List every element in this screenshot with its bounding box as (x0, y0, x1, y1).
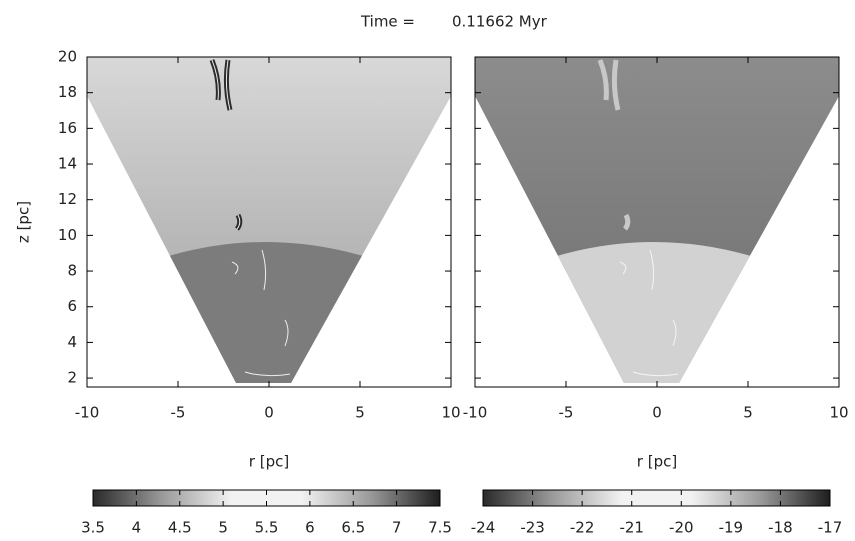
colorbar-tick-label: -23 (520, 519, 545, 537)
colorbar-tick-label: -18 (768, 519, 793, 537)
colorbar-tick-label: -17 (818, 519, 843, 537)
density-image (87, 57, 451, 383)
time-value: 0.11662 Myr (452, 13, 548, 31)
colorbar-tick-label: 7.5 (428, 519, 452, 537)
x-axis-label: r [pc] (249, 453, 289, 471)
colorbar-tick-label: 5 (218, 519, 228, 537)
x-tick-label: 0 (264, 404, 274, 422)
y-tick-label: 2 (67, 369, 77, 387)
colorbar-tick-label: 4 (132, 519, 142, 537)
x-tick-label: 5 (355, 404, 365, 422)
colorbar-tick-label: 6.5 (341, 519, 365, 537)
colorbar-tick-label: 6 (305, 519, 315, 537)
title: Time = (360, 13, 415, 31)
y-tick-label: 20 (58, 48, 77, 66)
colorbar (482, 489, 831, 507)
colorbar-tick-label: 3.5 (81, 519, 105, 537)
x-tick-label: 5 (743, 404, 753, 422)
y-tick-label: 4 (67, 333, 77, 351)
potential-image (475, 57, 839, 383)
colorbar-tick-label: 5.5 (255, 519, 279, 537)
y-axis-label: z [pc] (15, 201, 33, 243)
y-tick-label: 16 (58, 119, 77, 137)
x-tick-label: -10 (75, 404, 100, 422)
colorbar-tick-label: 4.5 (168, 519, 192, 537)
y-tick-label: 14 (58, 155, 77, 173)
colorbar-tick-label: -20 (669, 519, 694, 537)
x-tick-label: -5 (171, 404, 186, 422)
y-tick-label: 6 (67, 297, 77, 315)
colorbar-tick-label: -19 (719, 519, 744, 537)
y-tick-label: 10 (58, 226, 77, 244)
colorbar-tick-label: 7 (392, 519, 402, 537)
x-tick-label: -10 (463, 404, 488, 422)
colorbar-tick-label: -22 (570, 519, 595, 537)
x-tick-label: 0 (652, 404, 662, 422)
y-tick-label: 8 (67, 262, 77, 280)
y-tick-label: 18 (58, 83, 77, 101)
y-tick-label: 12 (58, 190, 77, 208)
colorbar-tick-label: -21 (619, 519, 644, 537)
x-tick-label: 10 (441, 404, 460, 422)
x-tick-label: 10 (829, 404, 848, 422)
x-axis-label: r [pc] (637, 453, 677, 471)
colorbar-tick-label: -24 (471, 519, 496, 537)
x-tick-label: -5 (559, 404, 574, 422)
